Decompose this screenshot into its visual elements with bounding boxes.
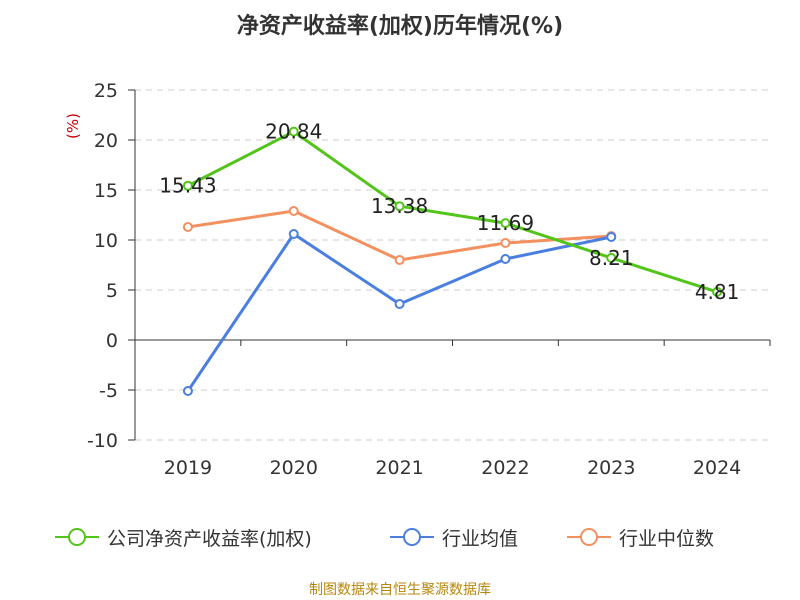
data-point (712, 286, 723, 297)
data-label: 15.43 (159, 174, 216, 198)
x-tick-label: 2024 (693, 457, 741, 479)
y-tick-label: -5 (99, 380, 118, 402)
x-tick-label: 2023 (587, 457, 635, 479)
legend-marker-orange (567, 528, 611, 546)
data-point (606, 252, 617, 263)
chart-title: 净资产收益率(加权)历年情况(%) (236, 14, 564, 39)
legend-item-company-roe[interactable]: 公司净资产收益率(加权) (55, 522, 312, 552)
data-point (500, 218, 511, 229)
legend-item-industry-mean[interactable]: 行业均值 (390, 522, 518, 552)
data-point (606, 232, 617, 242)
y-tick-label: 5 (106, 280, 118, 302)
data-point (500, 254, 511, 264)
data-source-note: 制图数据来自恒生聚源数据库 (309, 582, 491, 598)
data-point (182, 222, 193, 232)
line-chart: 25 20 15 10 5 0 -5 -10 2019 2020 2021 2022 2023 2024 (… (64, 80, 771, 479)
data-point (288, 206, 299, 216)
y-tick-label: 10 (94, 230, 118, 252)
legend-marker-green (55, 528, 99, 546)
legend: 公司净资产收益率(加权) 行业均值 行业中位数 (0, 522, 800, 552)
data-point (182, 386, 193, 396)
data-point (394, 299, 405, 309)
data-point (394, 255, 405, 265)
data-label: 8.21 (589, 246, 634, 270)
legend-label: 行业中位数 (619, 527, 715, 550)
data-label: 13.38 (371, 194, 428, 218)
data-label: 20.84 (265, 120, 322, 144)
series-line (187, 130, 718, 294)
y-tick-label: -10 (87, 430, 118, 452)
data-label: 4.81 (695, 280, 740, 304)
x-tick-label: 2022 (481, 457, 529, 479)
legend-label: 行业均值 (442, 527, 519, 550)
x-tick-label: 2019 (164, 457, 212, 479)
data-point (500, 238, 511, 248)
x-tick-label: 2021 (375, 457, 423, 479)
y-tick-label: 15 (94, 180, 118, 202)
y-tick-label: 0 (106, 330, 118, 352)
y-axis-label: (%) (64, 113, 82, 139)
data-point (288, 126, 299, 137)
data-point (288, 229, 299, 239)
data-point (394, 201, 405, 212)
data-label: 11.69 (477, 211, 534, 235)
x-tick-label: 2020 (270, 457, 318, 479)
y-tick-label: 25 (94, 80, 118, 102)
data-point (182, 180, 193, 191)
y-tick-label: 20 (94, 130, 118, 152)
legend-label: 公司净资产收益率(加权) (107, 527, 312, 550)
legend-marker-blue (390, 528, 434, 546)
legend-item-industry-median[interactable]: 行业中位数 (567, 522, 714, 552)
